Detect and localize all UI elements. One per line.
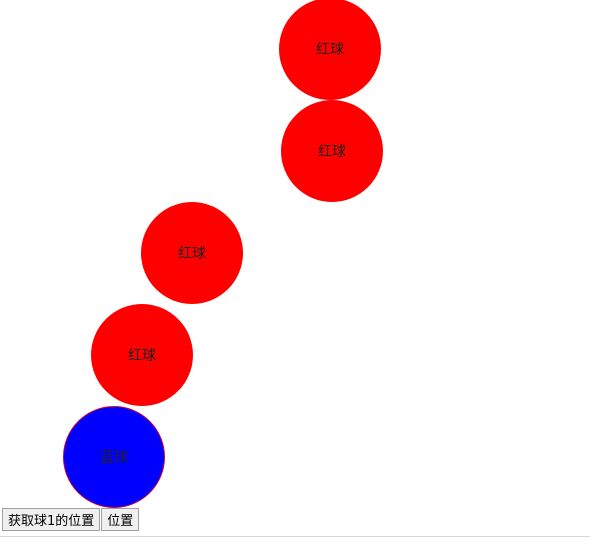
blue-ball[interactable]: 蓝球 <box>63 406 165 508</box>
ball-label: 红球 <box>178 246 206 262</box>
bottom-divider <box>0 536 590 537</box>
button-bar: 获取球1的位置 位置 <box>2 508 140 531</box>
red-ball-4[interactable]: 红球 <box>91 304 193 406</box>
ball-label: 红球 <box>316 42 344 58</box>
red-ball-3[interactable]: 红球 <box>141 202 243 304</box>
get-ball1-position-button[interactable]: 获取球1的位置 <box>2 508 101 531</box>
ball-label: 蓝球 <box>100 450 128 466</box>
red-ball-2[interactable]: 红球 <box>281 100 383 202</box>
ball-label: 红球 <box>128 348 156 364</box>
red-ball-1[interactable]: 红球 <box>279 0 381 100</box>
ball-label: 红球 <box>318 144 346 160</box>
position-button[interactable]: 位置 <box>101 508 140 531</box>
